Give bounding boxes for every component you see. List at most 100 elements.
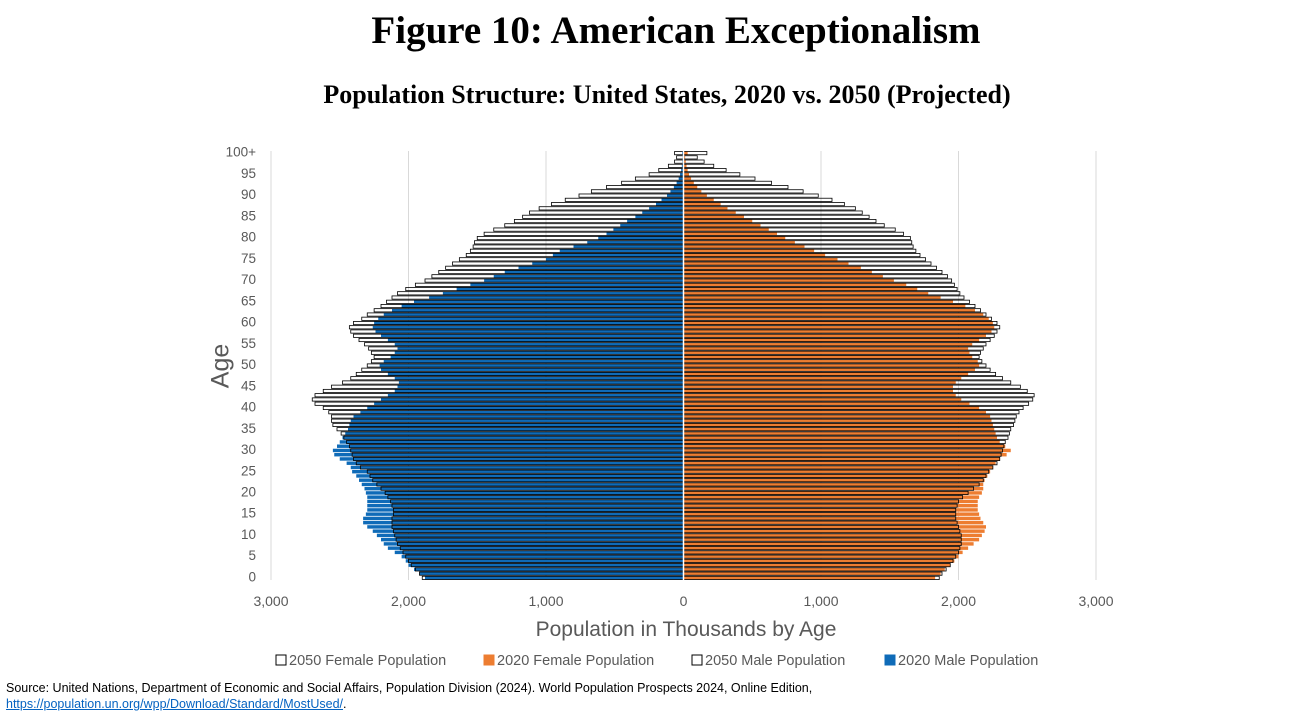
bar-2020-male-age-23 (359, 478, 684, 482)
bar-2020-male-age-18 (367, 499, 684, 504)
bar-2020-male-age-19 (367, 495, 684, 499)
bar-2020-female-age-46 (683, 380, 956, 385)
bar-2020-female-age-68 (683, 287, 918, 291)
x-tick-labels: 3,000 2,000 1,000 0 1,000 2,000 3,000 (253, 593, 1113, 609)
bar-2020-female-age-53 (683, 351, 970, 355)
bar-2020-female-age-22 (683, 482, 984, 487)
bar-2020-male-age-51 (383, 359, 684, 363)
bar-2020-male-age-20 (365, 491, 684, 495)
bar-2020-female-age-47 (683, 376, 962, 380)
y-tick-labels: 0 5 10 15 20 25 30 35 40 45 50 55 60 65 70 75 80 85 90 95 10… (226, 145, 257, 585)
source-link[interactable]: https://population.un.org/wpp/Download/S… (6, 697, 344, 711)
y-tick-label: 90 (241, 187, 256, 202)
bar-2020-male-age-67 (442, 291, 684, 296)
x-tick-label: 2,000 (391, 593, 426, 609)
bar-2020-female-age-98 (683, 159, 686, 164)
bar-2020-female-age-29 (683, 452, 1007, 457)
bar-2020-male-age-52 (390, 355, 684, 359)
source-text: Source: United Nations, Department of Ec… (6, 681, 813, 695)
bar-2020-male-age-43 (387, 393, 684, 397)
bar-2020-male-age-83 (620, 223, 684, 228)
bar-2020-female-age-33 (683, 435, 997, 440)
bar-2020-male-age-68 (456, 287, 684, 291)
bar-2020-male-age-16 (367, 508, 684, 512)
bar-2020-female-age-71 (683, 274, 883, 279)
bar-2020-female-age-30 (683, 448, 1011, 453)
bar-2020-female-age-80 (683, 236, 786, 240)
bar-2020-female-age-57 (683, 334, 986, 338)
bar-2020-male-age-22 (361, 482, 684, 487)
legend-label: 2020 Male Population (898, 653, 1038, 669)
bar-2020-male-age-75 (546, 257, 684, 262)
bar-2020-female-age-34 (683, 431, 996, 436)
bar-2020-female-age-78 (683, 244, 805, 249)
bar-2020-female-age-49 (683, 368, 975, 372)
y-tick-label: 45 (241, 378, 256, 393)
bar-2020-female-age-12 (683, 525, 986, 529)
bar-2020-male-age-24 (356, 474, 684, 478)
bar-2020-female-age-93 (683, 181, 694, 185)
bar-2020-female-age-42 (683, 397, 962, 402)
bar-2020-male-age-36 (349, 423, 684, 427)
bar-2020-female-age-66 (683, 295, 941, 300)
bar-2020-female-age-40 (683, 406, 980, 410)
bar-2020-male-age-45 (397, 385, 684, 389)
bar-2020-female-age-61 (683, 317, 989, 321)
bar-2050-female-age-92 (683, 185, 789, 190)
bar-2020-male-age-34 (345, 431, 684, 436)
y-tick-label: 55 (241, 336, 256, 351)
x-axis-title: Population in Thousands by Age (536, 618, 837, 641)
y-tick-label: 25 (241, 463, 256, 478)
bar-2020-female-age-76 (683, 253, 826, 257)
bar-2020-female-age-37 (683, 418, 992, 423)
bar-2020-male-age-41 (374, 402, 684, 406)
bars-2020 (332, 151, 1011, 580)
bar-2020-male-age-86 (642, 210, 684, 215)
bar-2020-male-age-97 (681, 164, 684, 168)
bar-2020-female-age-97 (683, 164, 687, 168)
bar-2020-male-age-11 (372, 529, 684, 533)
bar-2050-female-age-99 (683, 155, 698, 160)
bar-2020-female-age-8 (683, 542, 974, 546)
bar-2020-female-age-88 (683, 202, 721, 206)
y-tick-label: 5 (248, 548, 256, 563)
y-tick-label: 0 (248, 569, 256, 584)
x-tick-label: 3,000 (1078, 593, 1113, 609)
bar-2020-male-age-95 (680, 172, 684, 177)
bar-2020-female-age-54 (683, 346, 969, 351)
y-tick-label: 50 (241, 357, 256, 372)
bar-2020-male-age-78 (573, 244, 684, 249)
y-tick-label: 30 (241, 442, 256, 457)
bar-2020-female-age-75 (683, 257, 838, 262)
bar-2050-female-age-97 (683, 163, 715, 168)
bar-2020-female-age-45 (683, 385, 953, 389)
bar-2020-male-age-39 (360, 410, 684, 414)
bar-2020-male-age-61 (378, 317, 684, 321)
bar-2020-male-age-65 (414, 300, 684, 304)
bar-2020-male-age-58 (375, 329, 684, 334)
bar-2050-female-age-94 (683, 176, 756, 181)
bar-2050-female-age-98 (683, 159, 705, 164)
bar-2020-male-age-26 (350, 465, 684, 470)
bar-2020-male-age-56 (387, 338, 684, 342)
bar-2020-male-age-27 (346, 461, 684, 465)
bar-2020-male-age-17 (367, 503, 684, 508)
bar-2020-male-age-63 (392, 308, 684, 313)
bar-2020-female-age-3 (683, 563, 951, 567)
bar-2050-female-age-95 (683, 172, 741, 177)
bar-2020-male-age-94 (678, 176, 684, 181)
bar-2020-female-age-24 (683, 474, 988, 478)
bar-2020-female-age-4 (683, 559, 955, 563)
bar-2020-male-age-88 (656, 202, 684, 206)
bar-2020-female-age-59 (683, 325, 995, 329)
bar-2020-female-age-16 (683, 508, 978, 512)
bar-2020-male-age-74 (532, 261, 684, 266)
bar-2020-female-age-7 (683, 546, 969, 550)
bar-2020-male-age-12 (367, 525, 684, 529)
x-tick-label: 2,000 (941, 593, 976, 609)
figure-title: Figure 10: American Exceptionalism (371, 9, 981, 52)
bar-2020-male-age-55 (394, 342, 684, 346)
bar-2020-male-age-7 (387, 546, 684, 550)
x-tick-label: 3,000 (253, 593, 288, 609)
bar-2020-female-age-55 (683, 342, 973, 346)
